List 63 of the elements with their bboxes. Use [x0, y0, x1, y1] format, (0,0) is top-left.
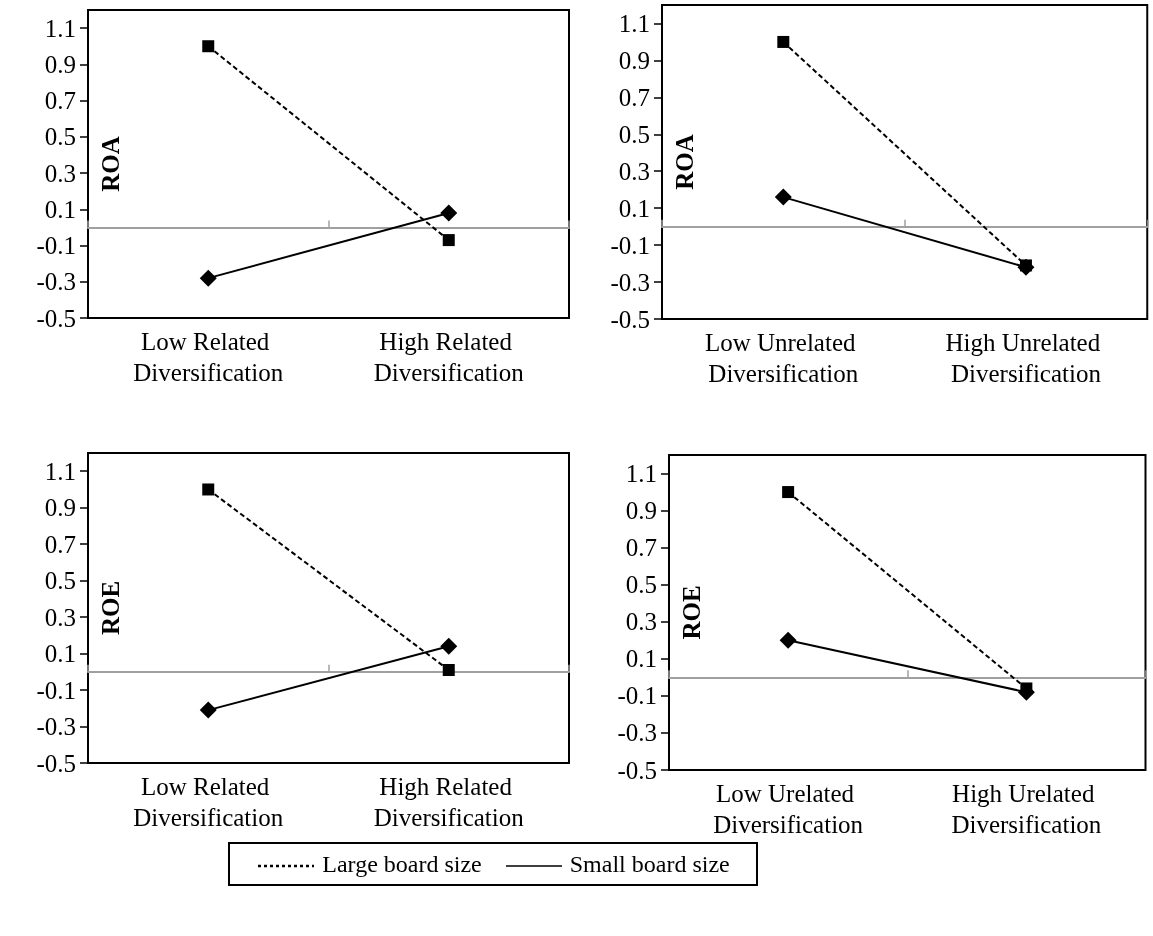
y-tick-label: 0.7	[44, 87, 76, 115]
x-tick-label: Low Related Diversification	[133, 773, 284, 831]
legend-label: Large board size	[322, 850, 482, 878]
y-tick-label: 0.9	[625, 497, 657, 525]
x-tick-label: High Related Diversification	[373, 328, 525, 386]
point	[442, 234, 455, 247]
point	[440, 204, 458, 222]
y-tick-label: -0.5	[610, 305, 650, 333]
point	[782, 486, 795, 499]
y-tick-label: 0.1	[625, 645, 657, 673]
y-tick-label: -0.1	[36, 232, 76, 260]
point	[1020, 682, 1033, 695]
y-tick-label: 0.5	[625, 571, 657, 599]
y-tick-label: 1.1	[625, 460, 657, 488]
y-tick-label: -0.3	[617, 719, 657, 747]
x-tick-label: Low Related Diversification	[133, 328, 284, 386]
y-tick-label: 0.3	[44, 603, 76, 631]
y-tick-label: 0.7	[44, 530, 76, 558]
y-tick-label: -0.1	[36, 676, 76, 704]
point	[777, 35, 790, 48]
y-tick-label: 0.7	[618, 83, 650, 111]
y-tick-label: -0.3	[610, 268, 650, 296]
y-tick-label: -0.1	[610, 231, 650, 259]
y-tick-label: 0.9	[44, 50, 76, 78]
y-tick-label: 0.5	[44, 123, 76, 151]
y-tick-label: 0.9	[618, 46, 650, 74]
y-tick-label: -0.5	[617, 756, 657, 784]
y-tick-label: 0.1	[44, 640, 76, 668]
y-axis-title: ROA	[97, 136, 124, 192]
y-tick-label: -0.3	[36, 713, 76, 741]
point	[442, 664, 455, 676]
y-tick-label: -0.5	[36, 304, 76, 332]
y-tick-label: 0.3	[44, 159, 76, 187]
point	[199, 269, 217, 287]
x-tick-label: Low Unrelated Diversification	[704, 329, 862, 387]
point	[440, 637, 458, 655]
y-axis-title: ROA	[671, 134, 698, 190]
point	[202, 40, 215, 53]
y-tick-label: -0.5	[36, 749, 76, 777]
x-tick-label: High Unrelated Diversification	[945, 329, 1107, 387]
y-tick-label: 1.1	[618, 9, 650, 37]
y-tick-label: 0.7	[625, 534, 657, 562]
y-tick-label: -0.1	[617, 682, 657, 710]
y-tick-label: 0.9	[44, 494, 76, 522]
y-tick-label: 0.1	[618, 194, 650, 222]
point	[199, 701, 217, 719]
y-tick-label: 0.3	[625, 608, 657, 636]
y-tick-label: 0.5	[618, 120, 650, 148]
x-tick-label: High Urelated Diversification	[951, 780, 1102, 838]
y-axis-title: ROE	[97, 580, 124, 636]
y-tick-label: 0.3	[618, 157, 650, 185]
y-axis-title: ROE	[678, 585, 705, 640]
y-tick-label: -0.3	[36, 268, 76, 296]
y-tick-label: 1.1	[44, 14, 76, 42]
y-tick-label: 0.1	[44, 195, 76, 223]
point	[774, 188, 792, 206]
x-tick-label: Low Urelated Diversification	[713, 780, 864, 838]
legend-label: Small board size	[569, 850, 730, 878]
point	[202, 483, 215, 496]
y-tick-label: 0.5	[44, 567, 76, 595]
y-tick-label: 1.1	[44, 457, 76, 485]
x-tick-label: High Related Diversification	[373, 773, 525, 831]
point	[779, 631, 797, 649]
